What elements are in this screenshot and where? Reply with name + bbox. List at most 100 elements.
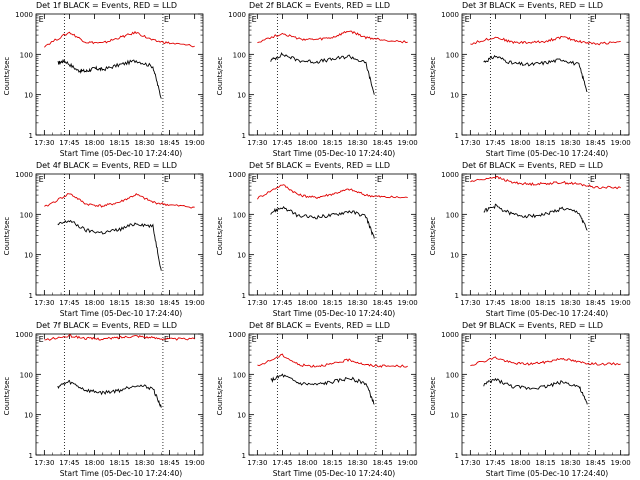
detector-panel: Det 3f BLACK = Events, RED = LLD Counts/s… bbox=[426, 0, 639, 160]
plot-frame bbox=[461, 13, 630, 136]
lld-series-line bbox=[257, 353, 408, 368]
x-tick-label: 18:15 bbox=[535, 459, 555, 467]
x-axis-label: Start Time (05-Dec-10 17:24:40) bbox=[485, 469, 609, 478]
y-tick-label: 100 bbox=[20, 211, 33, 219]
detector-panel: Det 2f BLACK = Events, RED = LLD Counts/s… bbox=[213, 0, 426, 160]
x-tick-label: 19:00 bbox=[398, 299, 418, 307]
x-tick-label: 17:30 bbox=[34, 299, 54, 307]
x-tick-label: 18:45 bbox=[160, 139, 180, 147]
y-tick-label: 10 bbox=[24, 92, 33, 100]
x-axis-label: Start Time (05-Dec-10 17:24:40) bbox=[59, 469, 183, 478]
detector-panel: Det 4f BLACK = Events, RED = LLD Counts/s… bbox=[0, 160, 213, 320]
y-tick-label: 100 bbox=[446, 51, 459, 59]
x-tick-label: 17:30 bbox=[247, 459, 267, 467]
x-tick-label: 18:00 bbox=[84, 299, 104, 307]
y-tick-label: 1000 bbox=[441, 11, 459, 19]
x-tick-label: 17:45 bbox=[272, 299, 292, 307]
x-tick-label: 17:30 bbox=[247, 299, 267, 307]
x-axis-label: Start Time (05-Dec-10 17:24:40) bbox=[272, 469, 396, 478]
x-axis-label: Start Time (05-Dec-10 17:24:40) bbox=[59, 309, 183, 318]
panel-title: Det 3f BLACK = Events, RED = LLD bbox=[461, 1, 604, 10]
x-tick-label: 18:15 bbox=[322, 299, 342, 307]
y-tick-label: 1 bbox=[455, 452, 459, 460]
events-series-line bbox=[270, 205, 375, 239]
event-marker-label: E bbox=[590, 175, 595, 184]
x-tick-label: 17:30 bbox=[34, 459, 54, 467]
y-tick-label: 1000 bbox=[15, 11, 33, 19]
x-tick-label: 18:15 bbox=[109, 459, 129, 467]
panel-title: Det 1f BLACK = Events, RED = LLD bbox=[35, 1, 178, 10]
x-axis-label: Start Time (05-Dec-10 17:24:40) bbox=[272, 309, 396, 318]
x-tick-label: 18:45 bbox=[586, 139, 606, 147]
y-tick-label: 1 bbox=[29, 452, 33, 460]
x-tick-label: 17:45 bbox=[59, 299, 79, 307]
x-tick-label: 18:45 bbox=[373, 299, 393, 307]
plot-frame bbox=[35, 333, 204, 456]
x-tick-label: 18:45 bbox=[373, 139, 393, 147]
y-tick-label: 1000 bbox=[15, 331, 33, 339]
x-tick-label: 17:45 bbox=[485, 139, 505, 147]
lld-series-line bbox=[44, 30, 195, 48]
plot-svg: 1000 100 10 117:30 17:45 18:00 18:15 18:30 18:45… bbox=[15, 331, 205, 467]
lld-series-line bbox=[470, 356, 621, 367]
panel-title: Det 5f BLACK = Events, RED = LLD bbox=[248, 161, 391, 170]
x-tick-label: 17:30 bbox=[460, 139, 480, 147]
events-series-line bbox=[483, 377, 588, 405]
plot-svg: 1000 100 10 117:30 17:45 18:00 18:15 18:30 18:45… bbox=[15, 11, 205, 147]
lld-series-line bbox=[257, 30, 408, 44]
x-tick-label: 17:30 bbox=[460, 459, 480, 467]
y-tick-label: 100 bbox=[233, 211, 246, 219]
y-tick-label: 1000 bbox=[15, 171, 33, 179]
x-tick-label: 18:15 bbox=[109, 299, 129, 307]
x-axis-label: Start Time (05-Dec-10 17:24:40) bbox=[485, 309, 609, 318]
plot-frame bbox=[35, 173, 204, 296]
panel-title: Det 8f BLACK = Events, RED = LLD bbox=[248, 321, 391, 330]
event-marker-label: E bbox=[377, 15, 382, 24]
events-series-line bbox=[270, 373, 375, 405]
x-tick-label: 19:00 bbox=[611, 139, 631, 147]
lld-series-line bbox=[470, 175, 621, 190]
event-marker-label: E bbox=[252, 175, 257, 184]
y-tick-label: 10 bbox=[237, 412, 246, 420]
event-marker-label: E bbox=[252, 335, 257, 344]
y-tick-label: 100 bbox=[446, 371, 459, 379]
x-tick-label: 19:00 bbox=[185, 459, 205, 467]
plot-svg: 1000 100 10 117:30 17:45 18:00 18:15 18:30 18:45… bbox=[441, 331, 631, 467]
x-tick-label: 19:00 bbox=[398, 459, 418, 467]
y-tick-label: 10 bbox=[24, 252, 33, 260]
event-marker-label: E bbox=[164, 15, 169, 24]
y-tick-label: 100 bbox=[20, 51, 33, 59]
lld-series-line bbox=[44, 334, 195, 341]
y-tick-label: 100 bbox=[20, 371, 33, 379]
detector-panel: Det 8f BLACK = Events, RED = LLD Counts/s… bbox=[213, 320, 426, 480]
y-tick-label: 1000 bbox=[441, 171, 459, 179]
plot-svg: 1000 100 10 117:30 17:45 18:00 18:15 18:30 18:45… bbox=[441, 171, 631, 307]
x-tick-label: 18:45 bbox=[586, 459, 606, 467]
lld-series-line bbox=[470, 35, 621, 46]
x-tick-label: 19:00 bbox=[185, 299, 205, 307]
plot-frame bbox=[461, 173, 630, 296]
event-marker-label: E bbox=[377, 335, 382, 344]
x-tick-label: 17:45 bbox=[272, 459, 292, 467]
x-tick-label: 17:45 bbox=[485, 299, 505, 307]
detector-panel: Det 7f BLACK = Events, RED = LLD Counts/s… bbox=[0, 320, 213, 480]
x-tick-label: 18:00 bbox=[297, 299, 317, 307]
x-tick-label: 17:45 bbox=[59, 139, 79, 147]
plot-svg: 1000 100 10 117:30 17:45 18:00 18:15 18:30 18:45… bbox=[441, 11, 631, 147]
x-tick-label: 18:00 bbox=[297, 139, 317, 147]
x-tick-label: 18:00 bbox=[510, 139, 530, 147]
y-tick-label: 10 bbox=[450, 92, 459, 100]
x-tick-label: 18:00 bbox=[297, 459, 317, 467]
event-marker-label: E bbox=[252, 15, 257, 24]
x-tick-label: 18:15 bbox=[109, 139, 129, 147]
x-tick-label: 18:30 bbox=[347, 459, 367, 467]
event-marker-label: E bbox=[377, 175, 382, 184]
x-tick-label: 18:00 bbox=[510, 299, 530, 307]
y-tick-label: 100 bbox=[233, 51, 246, 59]
events-series-line bbox=[483, 54, 588, 92]
x-tick-label: 19:00 bbox=[611, 459, 631, 467]
y-tick-label: 1000 bbox=[441, 331, 459, 339]
y-tick-label: 1000 bbox=[228, 331, 246, 339]
panel-title: Det 7f BLACK = Events, RED = LLD bbox=[35, 321, 178, 330]
